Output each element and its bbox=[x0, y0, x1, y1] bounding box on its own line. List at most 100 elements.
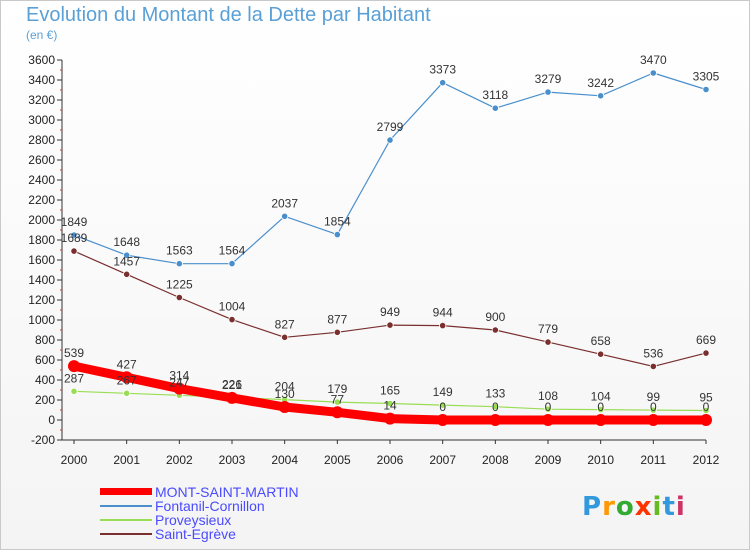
data-point bbox=[439, 79, 447, 87]
logo-letter: o bbox=[615, 492, 635, 522]
logo-letter: i bbox=[652, 492, 663, 522]
legend-swatch-fontanil-cornillon bbox=[100, 505, 152, 507]
data-label: 1854 bbox=[324, 215, 351, 229]
data-point bbox=[175, 293, 183, 302]
data-point bbox=[68, 360, 80, 373]
y-tick-label: 1000 bbox=[28, 313, 55, 327]
data-label: 95 bbox=[699, 391, 713, 405]
data-label: 0 bbox=[703, 400, 710, 414]
legend-label-fontanil-cornillon: Fontanil-Cornillon bbox=[155, 498, 265, 514]
data-point bbox=[544, 338, 552, 346]
legend-swatch-proveysieux bbox=[100, 519, 152, 521]
legend-label-saint-egreve: Saint-Egrève bbox=[155, 526, 236, 542]
data-label: 179 bbox=[327, 382, 347, 396]
data-point bbox=[647, 414, 660, 426]
data-point bbox=[649, 406, 657, 414]
data-point bbox=[281, 333, 289, 341]
data-label: 0 bbox=[650, 400, 657, 414]
x-tick-label: 2010 bbox=[587, 453, 614, 467]
data-label: 3118 bbox=[482, 88, 508, 102]
data-point bbox=[491, 104, 499, 112]
data-label: 221 bbox=[222, 378, 242, 392]
data-point bbox=[331, 406, 344, 419]
data-label: 0 bbox=[439, 400, 446, 414]
legend-label-mont-saint-martin: MONT-SAINT-MARTIN bbox=[155, 484, 299, 500]
data-label: 1225 bbox=[166, 278, 193, 292]
data-point bbox=[226, 391, 238, 404]
data-label: 99 bbox=[647, 390, 661, 404]
data-point bbox=[386, 399, 394, 408]
y-tick-label: 3600 bbox=[28, 53, 55, 67]
data-label: 3373 bbox=[429, 63, 456, 77]
data-point bbox=[70, 231, 78, 239]
x-tick-label: 2000 bbox=[61, 453, 88, 467]
x-tick-label: 2005 bbox=[324, 453, 351, 467]
series-line-1 bbox=[73, 72, 707, 265]
logo-letter: r bbox=[602, 492, 616, 522]
chart-subtitle: (en €) bbox=[26, 28, 58, 42]
data-label: 1849 bbox=[61, 215, 88, 229]
data-label: 900 bbox=[485, 310, 505, 324]
data-point bbox=[702, 406, 710, 415]
data-point bbox=[649, 69, 657, 77]
data-point bbox=[228, 315, 236, 324]
data-label: 0 bbox=[545, 400, 552, 414]
data-label: 944 bbox=[433, 306, 453, 320]
data-point bbox=[173, 382, 186, 395]
data-point bbox=[439, 401, 447, 409]
data-label: 226 bbox=[222, 377, 242, 391]
data-point bbox=[439, 321, 447, 330]
x-tick-label: 2007 bbox=[429, 453, 456, 467]
data-label: 3242 bbox=[587, 76, 614, 90]
chart-title: Evolution du Montant de la Dette par Hab… bbox=[26, 4, 431, 26]
data-point bbox=[333, 231, 341, 239]
logo-letter: t bbox=[662, 492, 676, 522]
data-label: 779 bbox=[538, 322, 558, 336]
data-point bbox=[544, 88, 552, 96]
data-label: 2037 bbox=[271, 196, 298, 210]
data-point bbox=[542, 414, 554, 426]
data-point bbox=[386, 321, 394, 329]
data-point bbox=[333, 328, 341, 336]
data-label: 3305 bbox=[693, 70, 720, 84]
data-point bbox=[702, 349, 710, 357]
data-label: 427 bbox=[117, 357, 137, 371]
x-tick-label: 2009 bbox=[535, 453, 562, 467]
data-point bbox=[597, 350, 605, 358]
data-label: 1648 bbox=[113, 235, 140, 249]
y-tick-label: 1200 bbox=[28, 293, 55, 307]
y-tick-label: 400 bbox=[35, 373, 55, 387]
data-point bbox=[278, 401, 291, 413]
x-tick-label: 2008 bbox=[482, 453, 509, 467]
proxiti-logo: Proxiti bbox=[582, 492, 686, 522]
x-tick-label: 2006 bbox=[377, 453, 404, 467]
data-point bbox=[70, 387, 78, 395]
data-point bbox=[386, 136, 394, 144]
logo-letter: i bbox=[675, 492, 686, 522]
data-point bbox=[436, 414, 449, 426]
data-label: 14 bbox=[383, 399, 397, 413]
data-label: 130 bbox=[275, 387, 295, 401]
legend-swatch-saint-egreve bbox=[100, 533, 152, 535]
data-label: 1564 bbox=[219, 244, 246, 258]
x-tick-label: 2003 bbox=[219, 453, 246, 467]
data-label: 104 bbox=[591, 390, 611, 404]
logo-letter: P bbox=[582, 492, 603, 522]
data-label: 669 bbox=[696, 333, 716, 347]
y-tick-label: 2600 bbox=[28, 153, 55, 167]
data-point bbox=[228, 259, 236, 268]
y-tick-label: 2000 bbox=[28, 213, 55, 227]
data-point bbox=[175, 260, 183, 268]
data-label: 2799 bbox=[377, 120, 404, 134]
data-point bbox=[597, 92, 605, 100]
legend-swatch-mont-saint-martin bbox=[100, 488, 152, 495]
data-label: 536 bbox=[643, 346, 663, 360]
y-tick-label: 600 bbox=[35, 353, 55, 367]
y-tick-label: 3000 bbox=[28, 113, 55, 127]
data-point bbox=[544, 405, 552, 413]
y-tick-label: 1600 bbox=[28, 253, 55, 267]
x-tick-label: 2012 bbox=[693, 453, 720, 467]
data-point bbox=[70, 247, 78, 255]
x-tick-label: 2001 bbox=[113, 453, 140, 467]
